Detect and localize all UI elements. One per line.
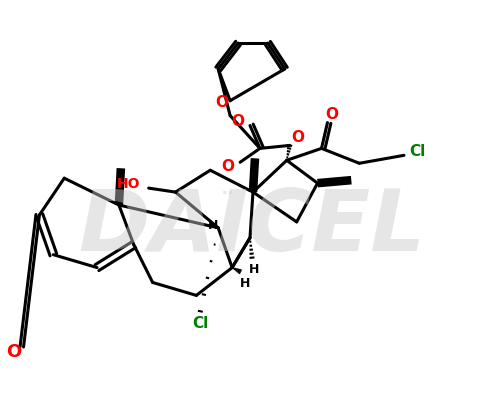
Text: Cl: Cl [192, 316, 208, 331]
Text: H: H [240, 277, 250, 290]
Text: DAICEL: DAICEL [78, 186, 426, 269]
Text: ¨: ¨ [220, 191, 235, 219]
Text: H: H [249, 263, 259, 276]
Text: O: O [6, 343, 21, 361]
Text: H: H [208, 219, 218, 232]
Text: O: O [222, 159, 234, 174]
Text: Cl: Cl [410, 144, 426, 159]
Text: O: O [232, 114, 244, 129]
Text: O: O [216, 95, 228, 110]
Text: HO: HO [117, 177, 140, 191]
Text: O: O [325, 107, 338, 122]
Text: O: O [291, 130, 304, 145]
